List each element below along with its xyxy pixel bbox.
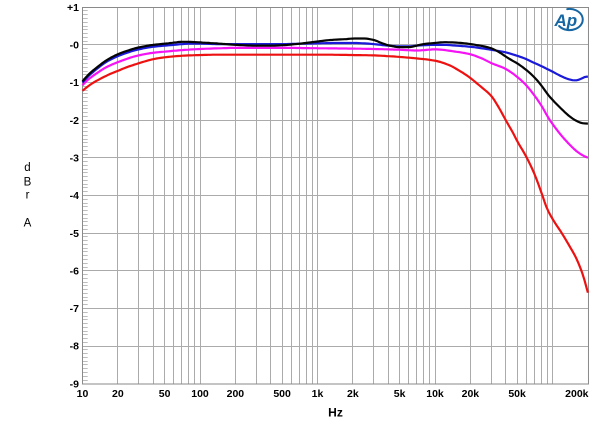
svg-text:100: 100 (191, 388, 209, 400)
svg-text:20: 20 (112, 388, 124, 400)
svg-text:B: B (24, 177, 32, 189)
svg-text:-5: -5 (70, 228, 79, 240)
svg-text:500: 500 (273, 388, 291, 400)
svg-text:200k: 200k (565, 388, 589, 400)
svg-text:50k: 50k (508, 388, 526, 400)
svg-text:-3: -3 (70, 152, 79, 164)
svg-text:Ap: Ap (554, 11, 578, 30)
svg-text:10: 10 (77, 388, 89, 400)
svg-text:-2: -2 (70, 115, 79, 127)
svg-text:-6: -6 (70, 265, 79, 277)
svg-text:d: d (24, 162, 30, 174)
svg-text:20k: 20k (462, 388, 480, 400)
svg-text:Hz: Hz (328, 406, 343, 420)
svg-text:-8: -8 (70, 341, 79, 353)
svg-text:r: r (26, 190, 30, 202)
svg-text:A: A (24, 218, 32, 230)
svg-text:-0: -0 (70, 40, 79, 52)
svg-text:1k: 1k (312, 388, 324, 400)
svg-text:-7: -7 (70, 303, 79, 315)
svg-text:-1: -1 (70, 77, 79, 89)
svg-text:+1: +1 (67, 2, 79, 14)
svg-text:-9: -9 (70, 378, 79, 390)
svg-text:10k: 10k (426, 388, 444, 400)
svg-text:5k: 5k (394, 388, 406, 400)
svg-text:2k: 2k (347, 388, 359, 400)
svg-text:50: 50 (159, 388, 171, 400)
svg-text:200: 200 (227, 388, 245, 400)
svg-text:-4: -4 (70, 190, 79, 202)
